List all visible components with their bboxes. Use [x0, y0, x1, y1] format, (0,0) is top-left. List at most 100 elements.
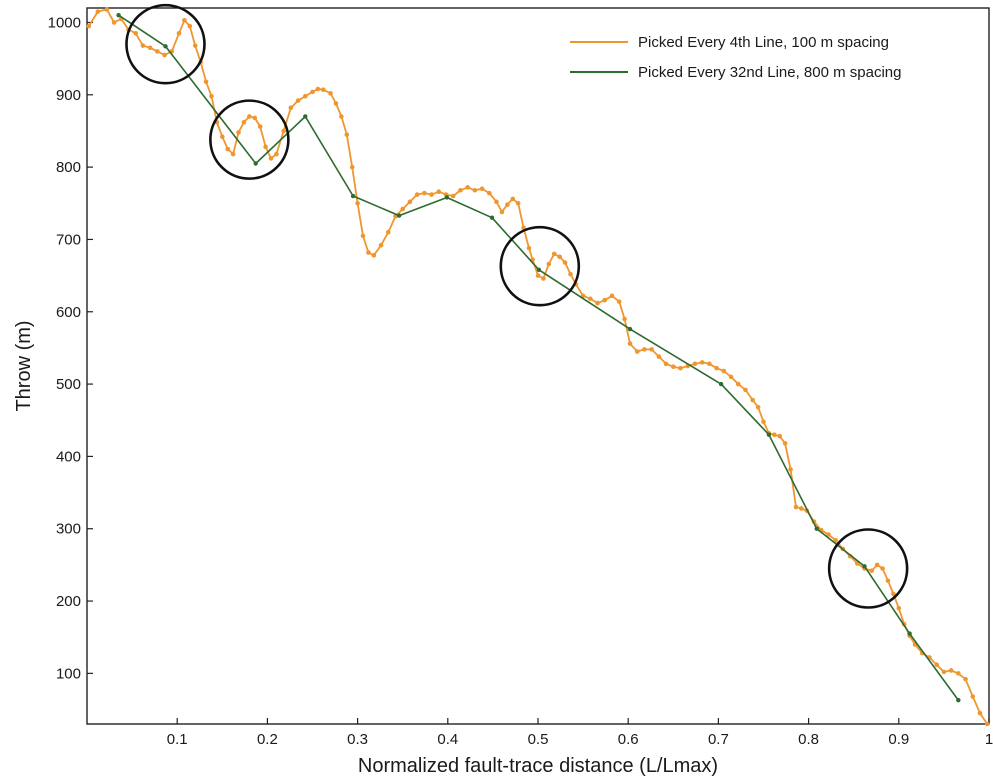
x-axis-ticks: 0.1 0.2 0.3 0.4 0.5 0.6 0.7 0.8 0.9 1: [167, 718, 993, 748]
data-point: [984, 721, 990, 727]
y-tick-label: 1000: [48, 14, 81, 31]
annotation-circle: [827, 528, 909, 609]
data-point: [163, 44, 168, 49]
data-point: [162, 52, 167, 58]
data-point: [104, 7, 110, 12]
data-point: [515, 200, 521, 206]
x-tick-label: 0.2: [257, 731, 278, 748]
y-tick-label: 600: [56, 304, 81, 321]
data-point: [714, 365, 719, 371]
x-tick-label: 0.5: [528, 731, 549, 748]
series-2: [116, 13, 961, 703]
data-point: [407, 199, 413, 205]
x-tick-label: 0.8: [798, 731, 819, 748]
data-point: [247, 114, 252, 119]
data-point: [663, 361, 669, 367]
data-point: [735, 381, 741, 387]
data-point: [678, 365, 683, 371]
data-point: [321, 87, 326, 93]
data-point: [536, 267, 542, 273]
data-point: [568, 271, 573, 277]
annotation-circle: [499, 225, 581, 307]
data-point: [355, 200, 360, 206]
data-point: [526, 245, 532, 251]
plot-frame: [86, 7, 990, 725]
data-point: [472, 187, 478, 193]
data-point: [788, 467, 793, 472]
data-point: [257, 124, 263, 129]
data-point: [378, 242, 384, 248]
data-point: [396, 213, 402, 218]
data-point: [977, 710, 983, 716]
x-tick-label: 0.6: [618, 731, 639, 748]
data-point: [793, 504, 799, 510]
annotation-circle: [125, 3, 206, 85]
data-point: [349, 164, 355, 170]
data-point: [956, 671, 961, 676]
data-point: [956, 697, 961, 703]
data-point: [385, 229, 391, 235]
data-point: [111, 20, 117, 25]
data-point: [182, 17, 187, 23]
data-point: [721, 368, 727, 374]
data-point: [263, 144, 268, 150]
data-point: [692, 361, 698, 367]
data-point: [241, 119, 247, 125]
data-point: [885, 578, 891, 584]
data-point: [155, 49, 160, 54]
data-point: [541, 276, 546, 281]
data-point: [963, 676, 968, 682]
annotation-circle: [209, 99, 290, 180]
data-point: [209, 93, 214, 99]
data-point: [907, 631, 912, 636]
data-point: [699, 360, 705, 365]
data-point: [360, 233, 366, 239]
data-point: [622, 316, 627, 322]
data-point: [627, 326, 633, 332]
data-point: [642, 347, 647, 352]
series-1: [86, 7, 990, 727]
data-point: [874, 562, 880, 568]
data-point: [755, 404, 761, 410]
data-point: [86, 23, 92, 29]
data-point: [896, 605, 902, 611]
data-point: [400, 206, 406, 212]
data-point: [486, 190, 492, 196]
data-point: [941, 669, 947, 675]
annotation-layer: [125, 3, 909, 609]
data-point: [510, 196, 516, 202]
x-tick-label: 0.4: [437, 731, 458, 748]
data-point: [176, 31, 182, 36]
data-point: [302, 93, 308, 99]
x-axis-title: Normalized fault-trace distance (L/Lmax): [358, 755, 718, 777]
y-tick-label: 800: [56, 159, 81, 176]
y-tick-label: 300: [56, 521, 81, 538]
data-point: [649, 347, 654, 352]
x-tick-label: 1: [985, 731, 993, 748]
data-point: [557, 254, 562, 260]
data-point: [880, 566, 885, 571]
series-line: [118, 14, 959, 701]
data-point: [891, 591, 896, 597]
data-point: [616, 299, 622, 304]
data-point: [862, 564, 867, 569]
data-point: [551, 251, 557, 257]
data-point: [429, 192, 434, 197]
data-point: [718, 381, 724, 387]
data-point: [225, 146, 231, 152]
data-point: [479, 186, 485, 192]
data-point: [281, 128, 286, 134]
data-point: [192, 43, 198, 48]
y-tick-label: 700: [56, 231, 81, 248]
x-tick-label: 0.3: [347, 731, 368, 748]
data-point: [546, 261, 552, 267]
series-layer: [86, 7, 990, 727]
data-point: [140, 43, 146, 48]
data-point: [948, 668, 954, 673]
data-point: [310, 89, 315, 95]
data-point: [414, 192, 420, 197]
data-point: [436, 189, 442, 195]
data-point: [656, 354, 662, 359]
data-point: [203, 79, 209, 85]
